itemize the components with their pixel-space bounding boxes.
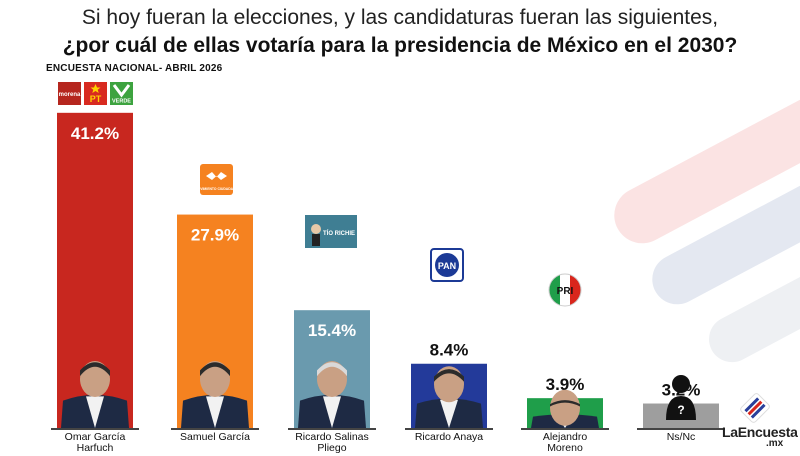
candidate-photo-anaya [415, 366, 483, 428]
tio-richie-logo-text: TÍO RICHIE [323, 229, 355, 237]
morena-logo-icon [58, 82, 81, 105]
v-mark-icon [112, 84, 131, 98]
pt-logo-text: PT [90, 94, 102, 104]
value-label-salinas-pliego: 15.4% [308, 321, 356, 340]
category-label-anaya: Ricardo Anaya [415, 431, 483, 443]
question-line-1: Si hoy fueran la elecciones, y las candi… [81, 6, 719, 29]
mc-logo-text: MOVIMIENTO CIUDADANO [195, 187, 239, 191]
baseline-harfuch [51, 428, 139, 430]
unknown-person-icon: ? [666, 375, 696, 420]
candidate-photo-alito-moreno [531, 389, 599, 428]
category-label-salinas-pliego: Pliego [317, 442, 346, 454]
candidate-photo-harfuch [61, 361, 129, 428]
verde-logo-text: VERDE [112, 99, 131, 105]
category-label-alito-moreno: Alejandro [543, 431, 588, 443]
baseline-salinas-pliego [288, 428, 376, 430]
movimiento-ciudadano-logo-icon: MOVIMIENTO CIUDADANO [195, 164, 239, 195]
morena-pt-verde-logos: morena PT VERDE [58, 82, 133, 105]
value-label-harfuch: 41.2% [71, 124, 119, 143]
morena-logo-text: morena [59, 92, 81, 98]
eagle-icon [206, 172, 227, 180]
value-label-alito-moreno: 3.9% [546, 375, 585, 394]
baseline-ns-nc [637, 428, 725, 430]
star-icon [90, 84, 101, 93]
candidate-photo-salinas-pliego [298, 361, 366, 428]
brand-name: LaEncuesta [722, 424, 798, 440]
question-mark-glyph: ? [677, 403, 684, 417]
value-label-samuel-garcia: 27.9% [191, 226, 239, 245]
pri-logo-text: PRI [557, 286, 574, 297]
survey-label: ENCUESTA NACIONAL- ABRIL 2026 [46, 63, 223, 74]
baseline-anaya [405, 428, 493, 430]
category-label-harfuch: Omar García [65, 431, 126, 443]
category-label-harfuch: Harfuch [77, 442, 114, 454]
brand-suffix: .mx [766, 438, 784, 449]
category-label-samuel-garcia: Samuel García [180, 431, 250, 443]
value-label-anaya: 8.4% [430, 341, 469, 360]
category-label-salinas-pliego: Ricardo Salinas [295, 431, 369, 443]
category-label-alito-moreno: Moreno [547, 442, 583, 454]
baseline-alito-moreno [521, 428, 609, 430]
pt-logo-icon [84, 82, 107, 105]
pan-logo-text: PAN [438, 261, 456, 271]
pri-logo-icon: PRI [548, 273, 582, 307]
tio-richie-logo-icon: TÍO RICHIE [305, 215, 357, 248]
category-label-ns-nc: Ns/Nc [667, 431, 696, 443]
candidate-photo-samuel-garcia [181, 361, 249, 428]
question-line-2: ¿por cuál de ellas votaría para la presi… [62, 34, 738, 57]
pan-logo-icon: PAN [430, 248, 464, 282]
baseline-samuel-garcia [171, 428, 259, 430]
